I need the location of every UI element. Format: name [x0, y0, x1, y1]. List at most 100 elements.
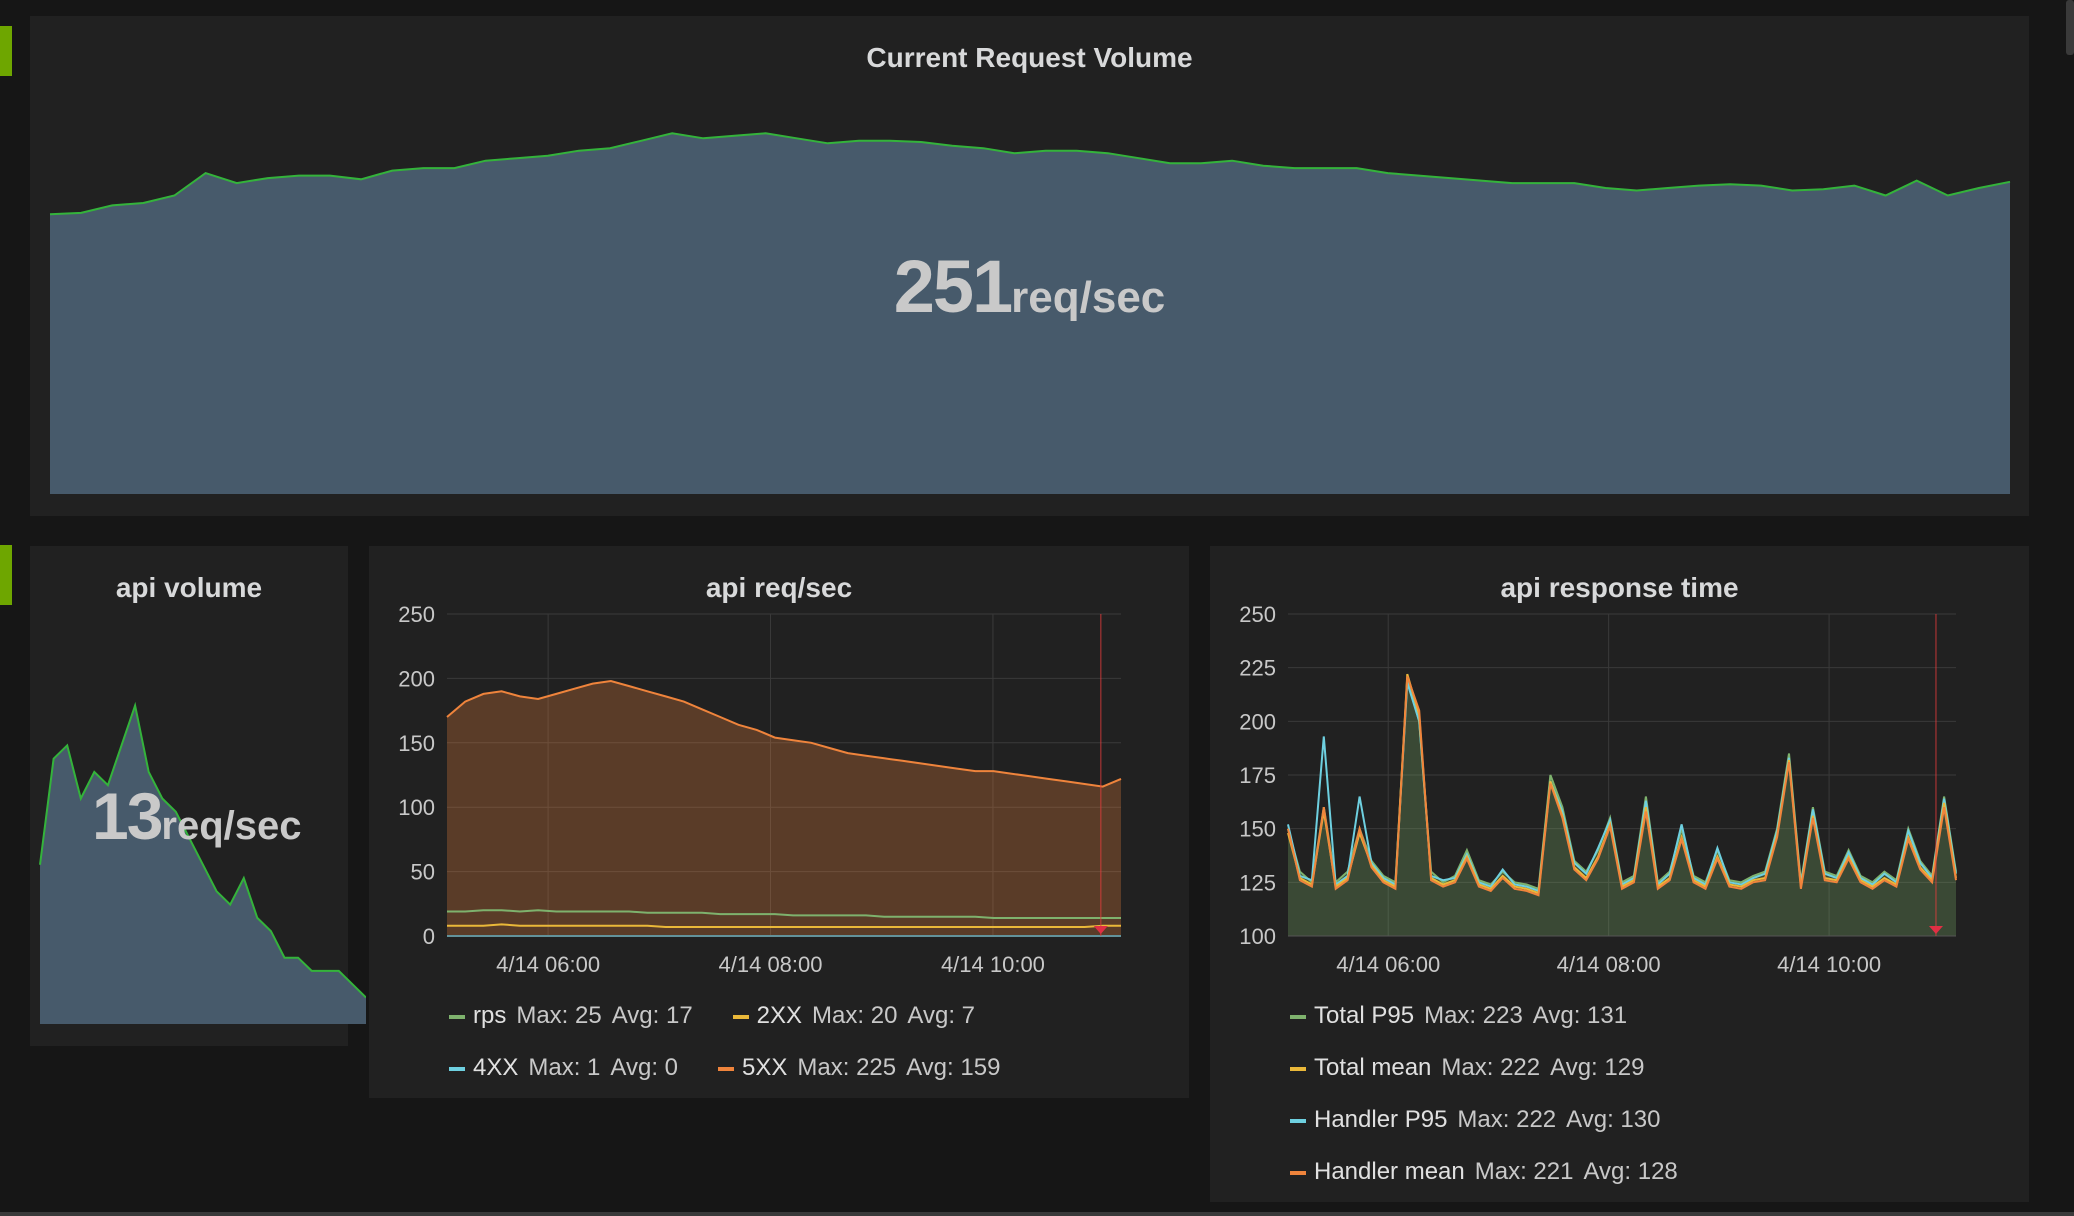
legend-swatch — [1290, 1014, 1306, 1019]
legend-item-4xx[interactable]: 4XX Max: 1 Avg: 0 — [449, 1054, 688, 1082]
legend-max: Max: 25 — [516, 1002, 602, 1029]
legend-swatch — [449, 1066, 465, 1071]
annotation-marker — [1928, 926, 1943, 934]
scrollbar-handle[interactable] — [2066, 0, 2074, 55]
series-line-rps — [447, 909, 1121, 919]
legend-name: 4XX — [473, 1054, 519, 1081]
big-value-unit: req/sec — [161, 804, 302, 848]
legend-row: Total P95 Max: 223 Avg: 131 — [1290, 1002, 1667, 1030]
legend-item-5xx[interactable]: 5XX Max: 225 Avg: 159 — [718, 1054, 1010, 1082]
series-fill-5xx — [447, 681, 1121, 936]
legend-swatch — [1290, 1170, 1306, 1175]
legend-avg: Avg: 131 — [1532, 1002, 1628, 1029]
panel-api-req-sec[interactable]: api req/sec 0 50 100 150 200 250 4/14 06:00 4/1… — [369, 546, 1189, 1098]
big-value-number: 13 — [92, 779, 163, 853]
panel-api-volume[interactable]: api volume 13req/sec — [30, 546, 366, 1046]
legend-max: Max: 20 — [812, 1002, 898, 1029]
y-tick-label: 50 — [411, 860, 435, 885]
y-tick-label: 100 — [398, 795, 435, 820]
legend-name: Total mean — [1314, 1054, 1432, 1081]
legend-name: rps — [473, 1002, 507, 1029]
legend-max: Max: 225 — [797, 1054, 897, 1081]
bottom-scrollbar[interactable] — [0, 1212, 2074, 1216]
legend-swatch — [1290, 1118, 1306, 1123]
row-marker-bottom — [0, 545, 12, 605]
legend-name: 2XX — [756, 1002, 803, 1029]
legend-swatch — [1290, 1066, 1306, 1071]
series-line-2xx — [447, 923, 1121, 928]
row-marker-top — [0, 26, 12, 76]
x-tick-label: 4/14 06:00 — [1336, 952, 1440, 977]
y-tick-label: 175 — [1239, 763, 1276, 788]
legend-item-2xx[interactable]: 2XX Max: 20 Avg: 7 — [732, 1002, 985, 1030]
y-tick-label: 200 — [398, 666, 435, 691]
annotation-marker — [1093, 926, 1108, 934]
legend-row: Handler mean Max: 221 Avg: 128 — [1290, 1158, 1718, 1186]
y-tick-label: 200 — [1239, 709, 1276, 734]
big-value: 13req/sec — [92, 778, 302, 854]
panel-title[interactable]: api volume — [115, 572, 263, 603]
legend-max: Max: 222 — [1457, 1106, 1557, 1133]
legend-avg: Avg: 129 — [1550, 1054, 1645, 1081]
y-tick-label: 250 — [398, 602, 435, 627]
legend-max: Max: 223 — [1424, 1002, 1523, 1029]
legend-swatch — [449, 1014, 465, 1019]
graph-api-response-time: 100 125 150 175 200 225 250 4/14 06:00 4/14 08:0… — [1239, 602, 1957, 977]
legend-item-handler-mean[interactable]: Handler mean Max: 221 Avg: 128 — [1290, 1158, 1688, 1186]
y-tick-label: 150 — [398, 731, 435, 756]
legend-avg: Avg: 17 — [611, 1002, 693, 1029]
legend-name: Total P95 — [1314, 1002, 1415, 1029]
legend-max: Max: 1 — [528, 1054, 601, 1081]
legend-row: Total mean Max: 222 Avg: 129 — [1290, 1054, 1684, 1082]
x-tick-label: 4/14 08:00 — [719, 952, 823, 977]
legend-avg: Avg: 159 — [906, 1054, 1001, 1081]
big-value-unit: req/sec — [1011, 273, 1166, 322]
panel-api-response-time[interactable]: api response time 100 125 150 175 200 225 250 4… — [1210, 546, 2029, 1202]
sparkline-line — [39, 701, 366, 999]
sparkline-request-volume — [49, 132, 2011, 495]
legend-avg: Avg: 130 — [1566, 1106, 1661, 1133]
y-tick-label: 0 — [423, 924, 435, 949]
legend-max: Max: 221 — [1474, 1158, 1574, 1185]
legend-row: Handler P95 Max: 222 Avg: 130 — [1290, 1106, 1700, 1134]
legend-row: 4XX Max: 1 Avg: 0 5XX Max: 225 Avg: 159 — [449, 1054, 1040, 1082]
legend-item-total-mean[interactable]: Total mean Max: 222 Avg: 129 — [1290, 1054, 1654, 1082]
y-tick-label: 100 — [1239, 924, 1276, 949]
panel-current-request-volume[interactable]: Current Request Volume 251req/sec — [30, 16, 2029, 516]
big-value-number: 251 — [893, 245, 1013, 328]
legend-item-handler-p95[interactable]: Handler P95 Max: 222 Avg: 130 — [1290, 1106, 1670, 1134]
legend-item-total-p95[interactable]: Total P95 Max: 223 Avg: 131 — [1290, 1002, 1637, 1030]
y-tick-label: 225 — [1239, 656, 1276, 681]
x-tick-label: 4/14 10:00 — [941, 952, 1045, 977]
series-line-handler-mean — [1287, 675, 1957, 897]
x-tick-label: 4/14 06:00 — [496, 952, 600, 977]
legend-avg: Avg: 128 — [1583, 1158, 1678, 1185]
legend-avg: Avg: 0 — [610, 1054, 679, 1081]
legend-swatch — [718, 1066, 735, 1071]
y-tick-label: 250 — [1239, 602, 1276, 627]
legend-name: 5XX — [742, 1054, 788, 1081]
graph-api-req-sec: 0 50 100 150 200 250 4/14 06:00 4/14 08:00 4/14 … — [398, 602, 1122, 977]
panel-title[interactable]: api req/sec — [705, 572, 853, 603]
panel-title[interactable]: Current Request Volume — [866, 42, 1193, 73]
legend-swatch — [732, 1014, 749, 1019]
x-tick-label: 4/14 10:00 — [1777, 952, 1881, 977]
series-fill-total-p95 — [1288, 678, 1956, 936]
legend-name: Handler P95 — [1314, 1106, 1448, 1133]
legend: Total P95 Max: 223 Avg: 131 Total mean Max:… — [1290, 1002, 2010, 1202]
legend-avg: Avg: 7 — [907, 1002, 976, 1029]
legend-row: rps Max: 25 Avg: 17 2XX Max: 20 Avg: 7 — [449, 1002, 1015, 1030]
x-tick-label: 4/14 08:00 — [1557, 952, 1661, 977]
legend: rps Max: 25 Avg: 17 2XX Max: 20 Avg: 7 4XX Max… — [449, 1002, 1179, 1082]
legend-item-rps[interactable]: rps Max: 25 Avg: 17 — [449, 1002, 703, 1030]
legend-max: Max: 222 — [1441, 1054, 1541, 1081]
y-tick-label: 125 — [1239, 870, 1276, 895]
big-value: 251req/sec — [30, 244, 2029, 329]
sparkline-line — [49, 132, 2011, 216]
sparkline-api-volume — [39, 701, 366, 1024]
legend-name: Handler mean — [1314, 1158, 1465, 1185]
y-tick-label: 150 — [1239, 817, 1276, 842]
panel-title[interactable]: api response time — [1500, 572, 1739, 603]
series-line-5xx — [446, 679, 1122, 788]
sparkline-fill — [50, 133, 2010, 495]
